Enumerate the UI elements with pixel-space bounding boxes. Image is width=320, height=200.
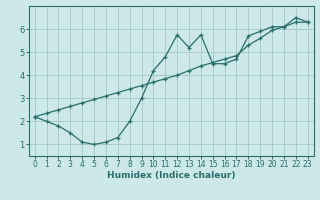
X-axis label: Humidex (Indice chaleur): Humidex (Indice chaleur): [107, 171, 236, 180]
